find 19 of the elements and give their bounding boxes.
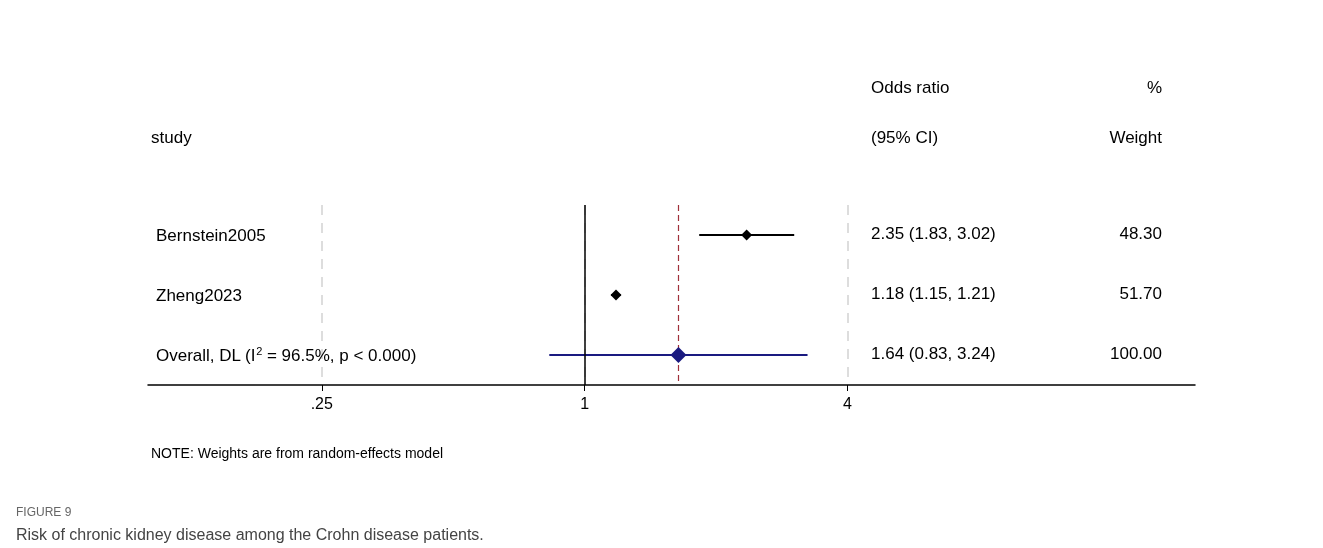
text: (95% CI) bbox=[871, 128, 939, 147]
text: NOTE: Weights are from random-effects model bbox=[151, 445, 444, 461]
annotation: 1.18 (1.15, 1.21) bbox=[871, 284, 996, 303]
caption: FIGURE 9 bbox=[16, 505, 72, 519]
text: % bbox=[1146, 78, 1163, 97]
x-tick-label: 1 bbox=[580, 394, 590, 412]
text: Weight bbox=[1109, 128, 1163, 147]
text: Odds ratio bbox=[871, 78, 950, 97]
annotation: 100.00 bbox=[1110, 344, 1162, 363]
annotation: 48.30 bbox=[1119, 224, 1163, 243]
y-tick-label: Bernstein2005 bbox=[156, 225, 266, 245]
y-tick-label: Zheng2023 bbox=[156, 285, 243, 305]
annotation: 2.35 (1.83, 3.02) bbox=[871, 224, 996, 243]
annotation: 51.70 bbox=[1119, 284, 1163, 303]
annotation: 1.64 (0.83, 3.24) bbox=[871, 344, 996, 363]
y-axis-title: study bbox=[151, 128, 193, 147]
text: Risk of chronic kidney disease among the Crohn disease patients. bbox=[16, 525, 484, 543]
x-tick-label: 4 bbox=[843, 394, 853, 412]
x-tick-label: .25 bbox=[310, 394, 333, 412]
